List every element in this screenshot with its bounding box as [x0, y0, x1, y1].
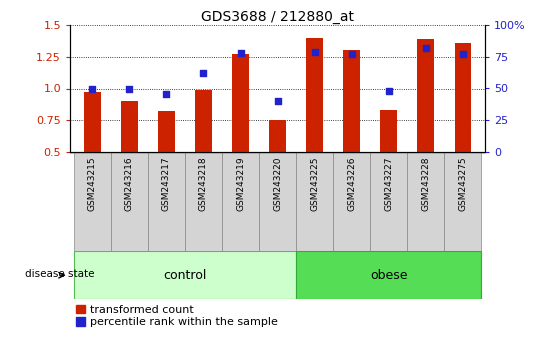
Text: control: control	[163, 269, 206, 282]
Bar	[84, 92, 101, 152]
Text: GSM243215: GSM243215	[88, 156, 97, 211]
Point	[236, 50, 245, 56]
Text: GSM243218: GSM243218	[199, 156, 208, 211]
Point	[162, 91, 171, 96]
Bar	[195, 90, 212, 152]
Point	[273, 98, 282, 104]
Point	[310, 49, 319, 55]
Legend: transformed count, percentile rank within the sample: transformed count, percentile rank withi…	[75, 305, 278, 327]
Bar	[121, 101, 137, 152]
Bar	[370, 152, 407, 251]
Bar	[418, 39, 434, 152]
Bar	[158, 112, 175, 152]
Bar	[343, 50, 360, 152]
Text: GSM243217: GSM243217	[162, 156, 171, 211]
Point	[88, 86, 96, 91]
Title: GDS3688 / 212880_at: GDS3688 / 212880_at	[201, 10, 354, 24]
Bar	[222, 152, 259, 251]
Bar	[333, 152, 370, 251]
Text: disease state: disease state	[25, 269, 94, 279]
Bar	[407, 152, 444, 251]
Bar	[296, 152, 333, 251]
Bar	[454, 42, 471, 152]
Bar	[381, 110, 397, 152]
Text: GSM243219: GSM243219	[236, 156, 245, 211]
Bar	[259, 152, 296, 251]
Text: GSM243225: GSM243225	[310, 156, 319, 211]
Point	[421, 45, 430, 51]
Bar	[185, 152, 222, 251]
Point	[384, 88, 393, 94]
Point	[125, 86, 134, 91]
Bar	[270, 120, 286, 152]
Text: GSM243220: GSM243220	[273, 156, 282, 211]
Text: GSM243275: GSM243275	[458, 156, 467, 211]
Text: GSM243226: GSM243226	[347, 156, 356, 211]
Bar	[306, 38, 323, 152]
Bar	[111, 152, 148, 251]
Bar	[74, 152, 111, 251]
Text: GSM243228: GSM243228	[421, 156, 430, 211]
Bar	[444, 152, 481, 251]
Bar	[74, 251, 296, 299]
Point	[459, 51, 467, 57]
Text: obese: obese	[370, 269, 407, 282]
Text: GSM243216: GSM243216	[125, 156, 134, 211]
Bar	[148, 152, 185, 251]
Bar	[296, 251, 481, 299]
Bar	[232, 54, 249, 152]
Point	[348, 51, 356, 57]
Text: GSM243227: GSM243227	[384, 156, 393, 211]
Point	[199, 70, 208, 76]
